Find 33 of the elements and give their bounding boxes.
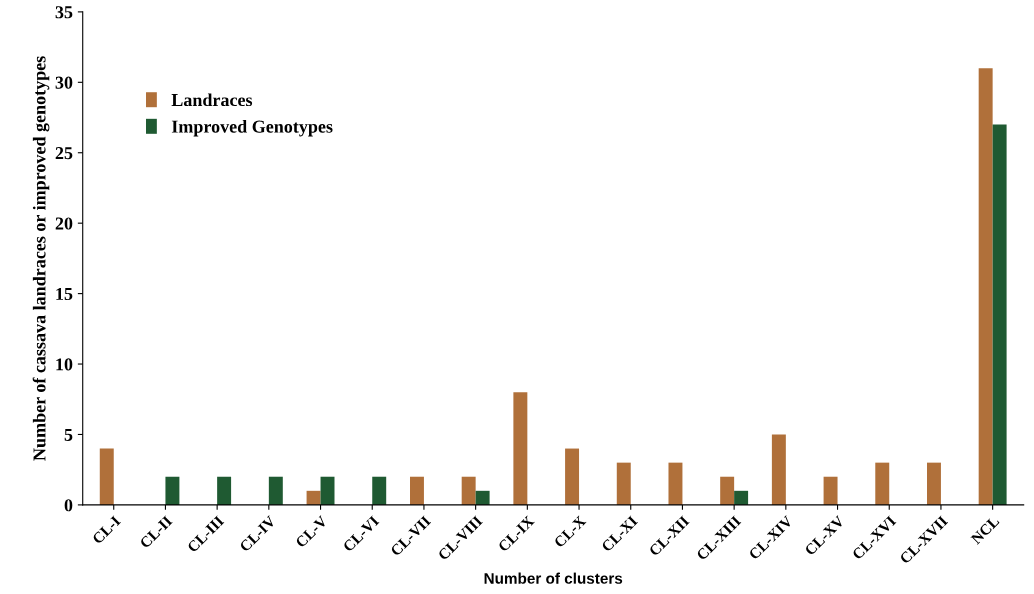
bar xyxy=(409,476,424,505)
y-tick-label: 35 xyxy=(55,6,73,19)
bar xyxy=(978,68,993,505)
bar xyxy=(616,462,631,505)
y-tick-label: 20 xyxy=(55,217,73,230)
bar xyxy=(268,476,283,505)
y-axis-title: Number of cassava landraces or improved genotypes xyxy=(32,56,50,461)
y-tick-label: 10 xyxy=(56,358,73,371)
bar xyxy=(372,476,387,505)
y-tick-label: 15 xyxy=(56,287,73,301)
bar xyxy=(513,392,528,505)
y-tick-label: 5 xyxy=(64,428,73,441)
bar xyxy=(823,476,838,505)
bar xyxy=(565,448,580,505)
legend-label: Landraces xyxy=(171,93,253,107)
bar xyxy=(461,476,476,505)
bar xyxy=(771,434,786,505)
bar xyxy=(306,490,321,505)
bar xyxy=(99,448,114,505)
bar xyxy=(992,124,1007,505)
y-tick-label: 0 xyxy=(64,499,73,512)
y-tick-label: 30 xyxy=(55,76,73,89)
bar xyxy=(217,476,232,505)
bar xyxy=(668,462,683,505)
bar xyxy=(165,476,180,505)
bar xyxy=(926,462,941,505)
legend-label: Improved Genotypes xyxy=(171,120,333,137)
bar xyxy=(875,462,890,505)
bar xyxy=(720,476,735,505)
y-tick-label: 25 xyxy=(55,147,73,160)
bar xyxy=(734,490,749,505)
x-axis-title: Number of clusters xyxy=(484,572,623,584)
bar xyxy=(475,490,490,505)
